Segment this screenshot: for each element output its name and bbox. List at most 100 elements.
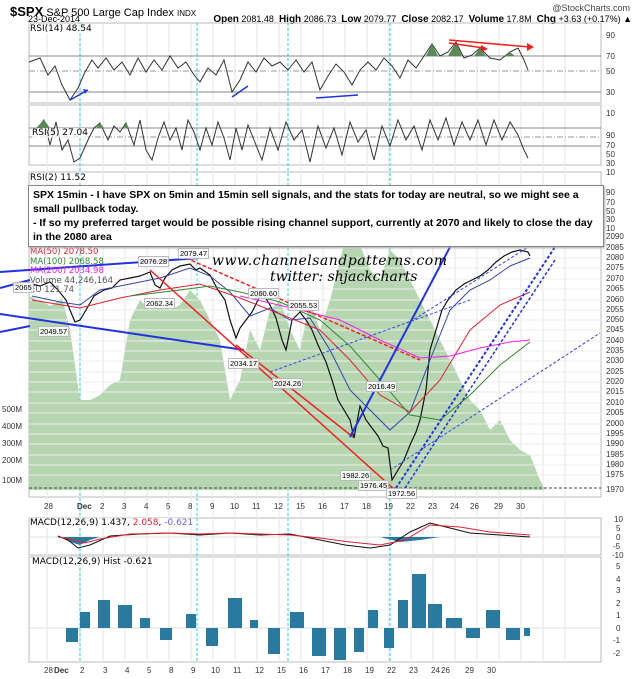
svg-text:2: 2: [100, 502, 105, 511]
svg-text:5: 5: [616, 524, 621, 533]
price-tag: 1976.45: [358, 480, 390, 491]
svg-text:500M: 500M: [2, 405, 22, 414]
svg-text:Dec: Dec: [54, 666, 69, 675]
svg-text:11: 11: [233, 666, 242, 675]
rsi2-label: RSI(2) 11.52: [30, 173, 86, 183]
svg-text:2: 2: [80, 666, 85, 675]
svg-text:10: 10: [606, 224, 615, 233]
svg-text:0: 0: [616, 624, 621, 633]
annotation-line-2: - If so my preferred target would be pos…: [33, 217, 593, 243]
svg-text:2040: 2040: [606, 336, 624, 345]
svg-text:2025: 2025: [606, 367, 624, 376]
svg-text:10: 10: [614, 515, 623, 524]
price-tag: 2055.53: [288, 300, 320, 311]
price-tag: 1972.56: [386, 488, 418, 499]
svg-text:15: 15: [277, 666, 286, 675]
svg-text:9: 9: [210, 502, 215, 511]
x-axis-mid: 28 Dec 2 3 4 5 8 9 10 11 12 15 16 17 18 19 22 23 24 26 29 30: [44, 502, 525, 511]
svg-text:26: 26: [441, 666, 450, 675]
svg-text:8: 8: [188, 502, 193, 511]
macd-label: MACD(12,26,9) 1.437, 2.058, -0.621: [30, 518, 194, 528]
svg-text:70: 70: [606, 198, 615, 207]
svg-text:23: 23: [409, 666, 418, 675]
legend-volume: Volume 44,246,164: [30, 275, 113, 286]
svg-text:1970: 1970: [606, 485, 624, 494]
svg-text:22: 22: [387, 666, 396, 675]
svg-text:24: 24: [450, 502, 459, 511]
price-gridlines: [29, 236, 601, 476]
rsi14-label: RSI(14) 48.54: [30, 24, 92, 34]
svg-text:30: 30: [516, 502, 525, 511]
svg-text:30: 30: [606, 88, 615, 97]
quote-stats: Open 2081.48 High 2086.73 Low 2079.77 Cl…: [213, 14, 632, 25]
svg-text:1975: 1975: [606, 470, 624, 479]
svg-text:30: 30: [487, 666, 496, 675]
svg-text:19: 19: [384, 502, 393, 511]
change-value: +3.63 (+0.17%) ▲: [558, 14, 632, 24]
svg-text:5: 5: [147, 666, 152, 675]
svg-text:3: 3: [616, 586, 621, 595]
svg-text:Dec: Dec: [77, 502, 92, 511]
svg-text:2015: 2015: [606, 387, 624, 396]
svg-text:2: 2: [616, 599, 621, 608]
macd-panel: [29, 522, 601, 549]
svg-text:1985: 1985: [606, 450, 624, 459]
svg-text:18: 18: [343, 666, 352, 675]
svg-text:30: 30: [606, 159, 615, 168]
svg-text:0: 0: [616, 533, 621, 542]
svg-text:17: 17: [321, 666, 330, 675]
chart-title: $SPX S&P 500 Large Cap Index INDX: [10, 4, 196, 19]
svg-text:16: 16: [299, 666, 308, 675]
svg-text:29: 29: [494, 502, 503, 511]
svg-text:-2: -2: [613, 649, 621, 658]
rsi5-label: RSI(5) 27.04: [32, 128, 88, 138]
svg-text:29: 29: [465, 666, 474, 675]
price-tag: 2016.49: [366, 381, 398, 392]
price-tag: 2024.26: [272, 378, 304, 389]
svg-text:50: 50: [606, 67, 615, 76]
svg-text:100M: 100M: [2, 476, 22, 485]
svg-text:8: 8: [169, 666, 174, 675]
macd-hist-label: MACD(12,26,9) Hist -0.621: [32, 557, 153, 567]
svg-text:2065: 2065: [606, 284, 624, 293]
open-value: 2081.48: [241, 14, 274, 24]
svg-text:2030: 2030: [606, 356, 624, 365]
price-tag: 1982.26: [340, 470, 372, 481]
svg-text:400M: 400M: [2, 422, 22, 431]
svg-text:200M: 200M: [2, 456, 22, 465]
svg-text:1995: 1995: [606, 429, 624, 438]
svg-text:2010: 2010: [606, 398, 624, 407]
svg-text:26: 26: [470, 502, 479, 511]
svg-text:12: 12: [255, 666, 264, 675]
svg-text:3: 3: [122, 502, 127, 511]
watermark-twitter: twitter: shjackcharts: [270, 269, 418, 285]
svg-text:2060: 2060: [606, 295, 624, 304]
svg-text:-1: -1: [613, 636, 621, 645]
legend-ma100: MA(100) 2068.58: [30, 256, 104, 267]
svg-text:22: 22: [406, 502, 415, 511]
close-value: 2082.17: [431, 14, 464, 24]
svg-text:90: 90: [606, 31, 615, 40]
svg-text:18: 18: [362, 502, 371, 511]
price-tag: 2034.17: [228, 358, 260, 369]
chart-date: 23-Dec-2014: [28, 14, 81, 24]
svg-text:10: 10: [606, 109, 615, 118]
svg-text:2035: 2035: [606, 346, 624, 355]
svg-text:19: 19: [365, 666, 374, 675]
exchange: INDX: [177, 9, 197, 18]
svg-text:11: 11: [252, 502, 261, 511]
svg-text:2085: 2085: [606, 243, 624, 252]
svg-text:10: 10: [230, 502, 239, 511]
svg-text:1: 1: [616, 611, 621, 620]
price-tag: 2079.47: [178, 248, 210, 259]
svg-text:70: 70: [606, 141, 615, 150]
svg-text:3: 3: [103, 666, 108, 675]
svg-text:9: 9: [191, 666, 196, 675]
svg-text:2075: 2075: [606, 263, 624, 272]
volume-axis: 500M 400M 300M 200M 100M: [2, 405, 22, 485]
macd-hist-panel: [29, 574, 601, 660]
svg-text:2050: 2050: [606, 315, 624, 324]
hist-axis: 5 4 3 2 1 0 -1 -2: [613, 562, 621, 658]
